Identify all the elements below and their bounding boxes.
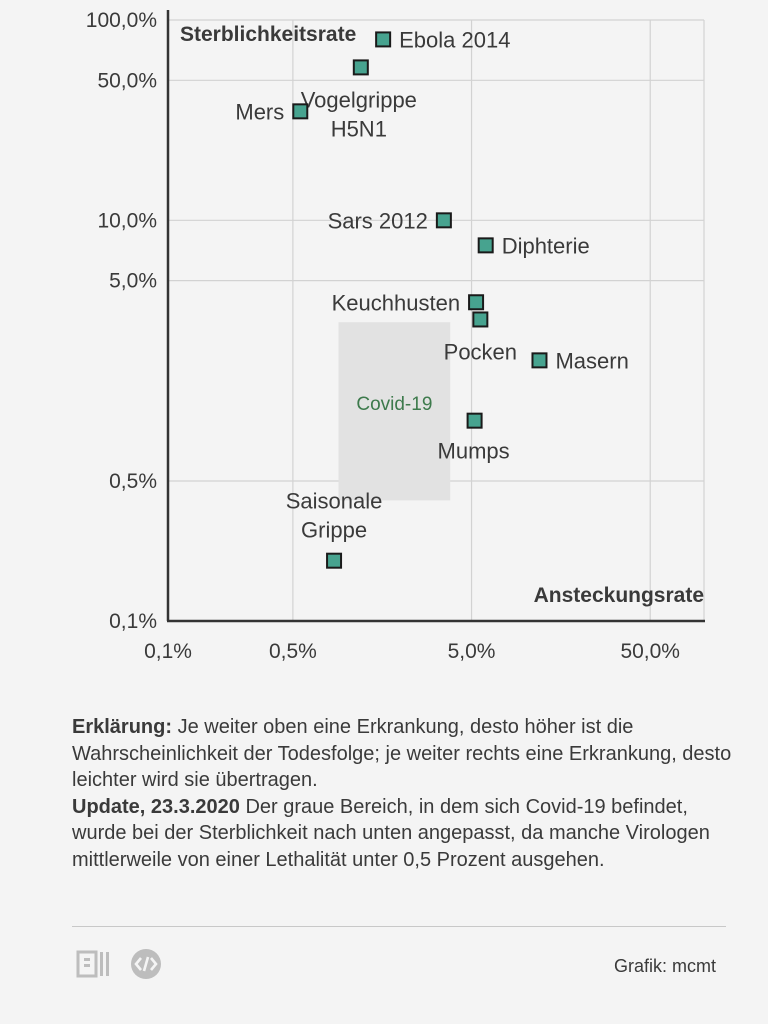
y-tick-label: 0,1% (109, 610, 157, 633)
x-tick-label: 0,5% (269, 640, 317, 663)
legend-text-update: Der graue Bereich, in dem sich Covid-19 … (72, 795, 710, 871)
y-tick-label: 5,0% (109, 270, 157, 293)
embed-code-icon[interactable] (128, 946, 164, 982)
y-tick-label: 10,0% (97, 209, 157, 232)
point-label-keuchhusten: Keuchhusten (332, 290, 460, 315)
legend-label-update: Update, 23.3.2020 (72, 795, 240, 818)
marker-mumps (466, 412, 483, 429)
y-tick-label: 100,0% (86, 9, 157, 32)
document-icon[interactable] (76, 946, 112, 982)
legend-text-erklaerung: Je weiter oben eine Erkrankung, desto hö… (72, 716, 732, 791)
point-label-diphterie: Diphterie (502, 233, 590, 258)
marker-saisonale-grippe (326, 552, 343, 569)
x-tick-label: 5,0% (448, 640, 496, 663)
scatter-chart: Covid-19 0,1% 0,5% 5,0% 10,0% 50,0% 100,0% 0,1%… (86, 9, 705, 663)
point-label-saisonale-grippe: Grippe (301, 518, 367, 543)
footer-divider (72, 926, 726, 927)
point-label-mumps: Mumps (438, 439, 510, 464)
marker-diphterie (477, 237, 494, 254)
point-label-masern: Masern (555, 348, 628, 373)
region-covid19 (338, 322, 451, 501)
point-label-saisonale-grippe: Saisonale (286, 489, 383, 514)
point-label-pocken: Pocken (444, 339, 517, 364)
point-label-mers: Mers (235, 99, 284, 124)
point-label-sars-2012: Sars 2012 (328, 208, 428, 233)
point-label-vogelgrippe-h5n1: H5N1 (331, 116, 387, 141)
x-axis-title: Ansteckungsrate (534, 584, 704, 607)
x-tick-label: 0,1% (144, 640, 192, 663)
legend-paragraph-update: Update, 23.3.2020 Der graue Bereich, in … (72, 794, 732, 874)
marker-ebola-2014 (375, 31, 392, 48)
marker-masern (531, 352, 548, 369)
point-label-vogelgrippe-h5n1: Vogelgrippe (301, 87, 417, 112)
x-tick-label: 50,0% (620, 640, 680, 663)
region-label-covid19: Covid-19 (356, 394, 432, 415)
legend-label-erklaerung: Erklärung: (72, 716, 173, 738)
y-tick-label: 50,0% (97, 69, 157, 92)
y-axis-title: Sterblichkeitsrate (180, 23, 356, 46)
point-label-ebola-2014: Ebola 2014 (399, 27, 510, 52)
marker-vogelgrippe-h5n1 (352, 59, 369, 76)
marker-pocken (472, 311, 489, 328)
marker-mers (292, 103, 309, 120)
y-tick-label: 0,5% (109, 470, 157, 493)
marker-sars-2012 (435, 212, 452, 229)
chart-legend: Erklärung: Je weiter oben eine Erkrankun… (72, 714, 732, 873)
graphic-credit: Grafik: mcmt (614, 956, 716, 976)
marker-keuchhusten (468, 294, 485, 311)
legend-paragraph-erklaerung: Erklärung: Je weiter oben eine Erkrankun… (72, 714, 732, 794)
